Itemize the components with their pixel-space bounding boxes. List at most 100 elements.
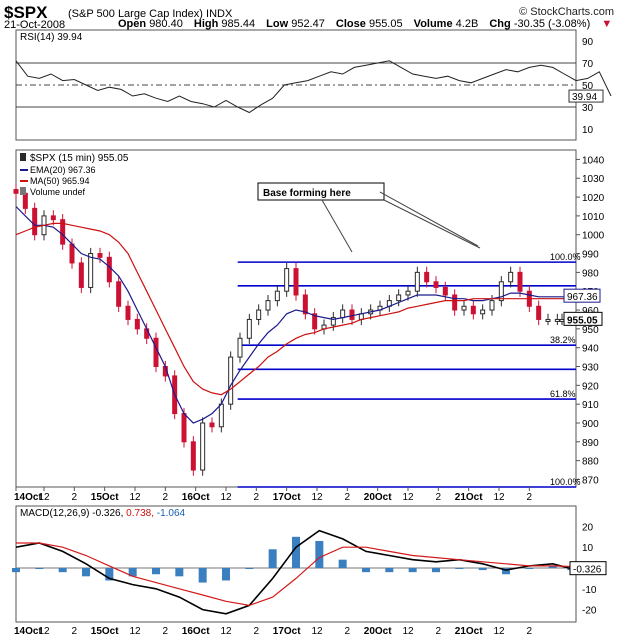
macd-histogram-bar: [128, 568, 137, 577]
price-tick-label: 980: [582, 268, 599, 279]
x-tick-label: 12: [402, 492, 414, 503]
price-tick-label: 1020: [582, 193, 605, 204]
macd-histogram-bar: [548, 565, 557, 568]
macd-histogram-bar: [292, 536, 300, 568]
rsi-value-label: 39.94: [572, 92, 597, 103]
candle-body: [125, 305, 131, 320]
annotation-leader: [379, 191, 479, 247]
chg-value: -30.35 (-3.08%): [513, 18, 591, 30]
macd-x-tick-label: 12: [129, 626, 141, 637]
close-label: Close: [335, 18, 366, 30]
candle-body: [228, 356, 234, 405]
x-tick-label: 12: [38, 492, 50, 503]
candle-body: [284, 268, 290, 292]
price-tick-label: 920: [582, 381, 599, 392]
macd-x-tick-label: 2: [72, 626, 78, 637]
rsi-tick-label: 70: [582, 59, 594, 70]
price-tick-label: 1030: [582, 174, 605, 185]
macd-histogram-bar: [268, 549, 277, 568]
candle-body: [340, 309, 346, 319]
price-tick-label: 880: [582, 457, 599, 468]
macd-x-tick-label: 12: [38, 626, 50, 637]
macd-x-tick-label: 2: [254, 626, 260, 637]
macd-histogram-bar: [432, 568, 440, 573]
fib-label: 61.8%: [550, 389, 576, 399]
macd-x-tick-label: 16Oct: [182, 626, 210, 637]
macd-tick-label: -20: [582, 606, 597, 617]
high-label: High: [193, 18, 219, 30]
down-arrow-icon: ▼: [601, 18, 613, 30]
macd-x-tick-label: 2: [163, 626, 169, 637]
candle-body: [470, 305, 476, 315]
chart-title: $SPX: [4, 3, 48, 22]
rsi-line: [15, 60, 612, 114]
candle-body: [330, 317, 336, 326]
signal-line: [16, 542, 572, 607]
candle-body: [396, 294, 402, 302]
macd-histogram-bar: [502, 568, 510, 575]
macd-histogram-bar: [105, 568, 114, 581]
legend-ma: MA(50) 965.94: [30, 176, 90, 186]
legend-swatch-volume: [20, 187, 26, 195]
candle-body: [559, 318, 565, 322]
annotation-leader: [383, 199, 481, 249]
candle-body: [480, 309, 486, 315]
brand-link[interactable]: © StockCharts.com: [519, 6, 614, 18]
candle-body: [32, 207, 38, 236]
candle-body: [218, 403, 224, 428]
macd-histogram-bar: [82, 568, 90, 577]
low-value: 952.47: [291, 18, 325, 30]
candle-body: [424, 271, 430, 283]
x-tick-label: 12: [129, 492, 141, 503]
macd-histogram-bar: [525, 568, 534, 569]
price-tick-label: 940: [582, 344, 599, 355]
price-tick-label: 1000: [582, 231, 605, 242]
x-tick-label: 20Oct: [364, 492, 392, 503]
candle-body: [116, 281, 122, 307]
candle-body: [265, 300, 271, 311]
volume-label: Volume: [413, 18, 453, 30]
candle-body: [349, 309, 355, 320]
candle-body: [134, 318, 140, 330]
candle-body: [181, 413, 187, 443]
rsi-tick-label: 30: [582, 103, 594, 114]
exchange-label: INDX: [206, 8, 233, 20]
open-value: 980.40: [149, 18, 183, 30]
candle-body: [22, 192, 28, 209]
candle-body: [200, 422, 206, 471]
quote-bar: Open 980.40 High 985.44 Low 952.47 Close…: [118, 18, 612, 30]
x-tick-label: 2: [527, 492, 533, 503]
rsi-tick-label: 10: [582, 125, 594, 136]
x-tick-label: 2: [72, 492, 78, 503]
volume-value: 4.2B: [455, 18, 479, 30]
macd-tick-label: 10: [582, 543, 594, 554]
macd-histogram-bar: [222, 568, 230, 581]
candle-body: [433, 281, 439, 288]
macd-histogram-bar: [478, 568, 487, 571]
index-name: (S&P 500 Large Cap Index): [68, 8, 203, 20]
ema-line: [15, 206, 572, 424]
macd-histogram-bar: [385, 568, 394, 573]
x-tick-label: 12: [493, 492, 505, 503]
candle-body: [190, 441, 196, 471]
macd-histogram-bar: [362, 568, 370, 573]
price-value-label: 955.05: [567, 315, 598, 326]
macd-x-tick-label: 21Oct: [455, 626, 483, 637]
annotation-box: [257, 182, 385, 201]
price-tick-label: 900: [582, 419, 599, 430]
close-value: 955.05: [368, 18, 403, 30]
fib-label: 38.2%: [550, 335, 576, 345]
open-label: Open: [118, 18, 147, 30]
macd-tick-label: -10: [582, 585, 597, 596]
candle-body: [545, 318, 551, 322]
candle-body: [293, 268, 299, 296]
macd-x-tick-label: 12: [402, 626, 414, 637]
macd-x-tick-label: 2: [345, 626, 351, 637]
legend-ema: EMA(20) 967.36: [30, 165, 96, 175]
macd-x-tick-label: 20Oct: [364, 626, 392, 637]
candle-body: [517, 271, 523, 292]
candle-body: [237, 337, 243, 358]
chart-date: 21-Oct-2008: [4, 19, 66, 31]
rsi-tick-label: 50: [582, 81, 594, 92]
